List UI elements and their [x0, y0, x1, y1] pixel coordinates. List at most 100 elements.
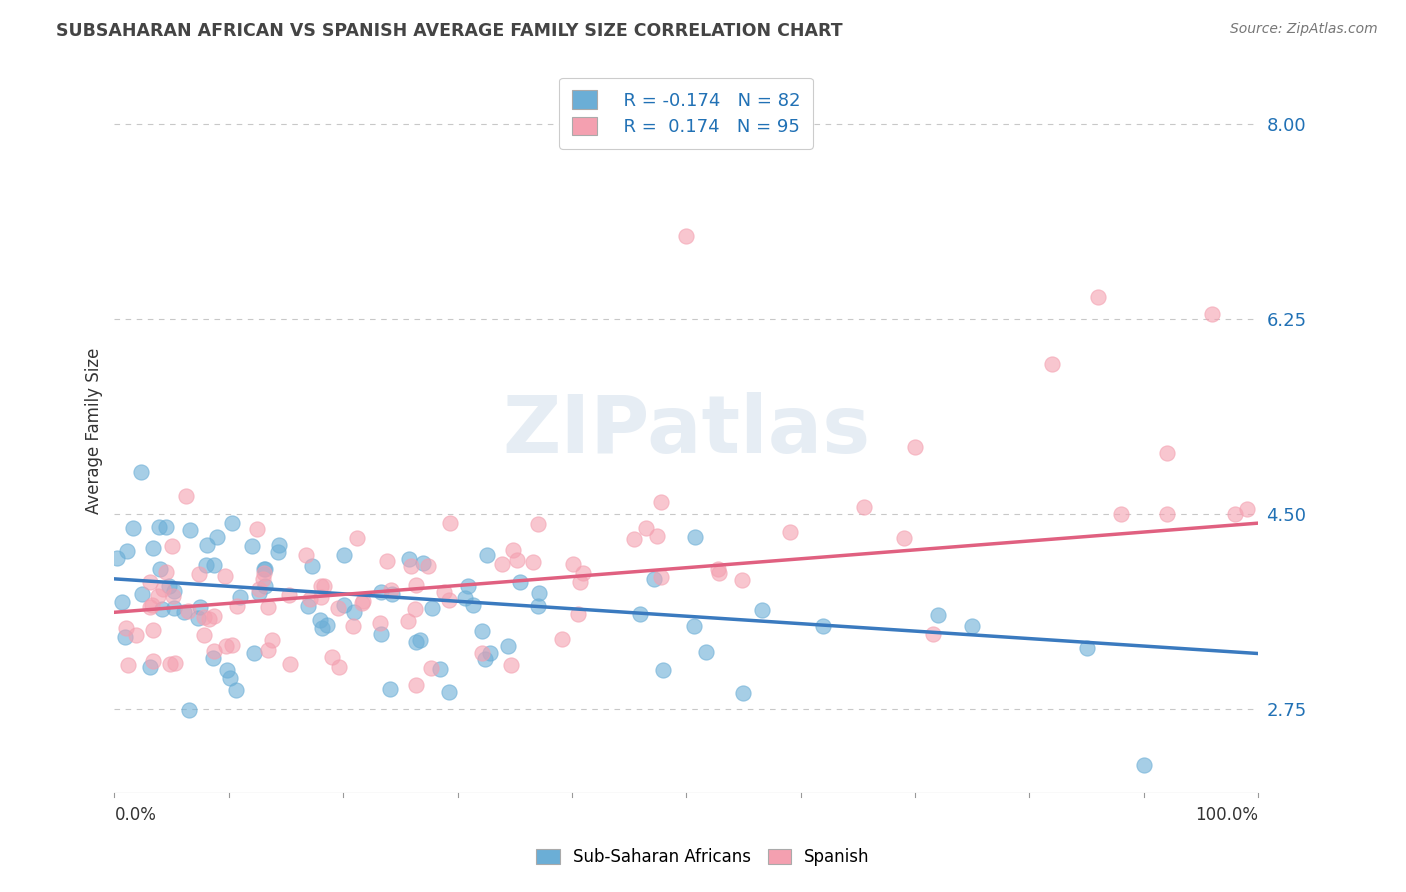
Point	[904, 441, 927, 455]
Point	[628, 607, 651, 621]
Point	[927, 607, 949, 622]
Point	[298, 591, 321, 606]
Point	[1132, 758, 1154, 772]
Text: SUBSAHARAN AFRICAN VS SPANISH AVERAGE FAMILY SIZE CORRELATION CHART: SUBSAHARAN AFRICAN VS SPANISH AVERAGE FA…	[56, 22, 842, 40]
Point	[1156, 507, 1178, 521]
Point	[201, 651, 224, 665]
Point	[328, 660, 350, 674]
Point	[253, 562, 276, 576]
Point	[522, 556, 544, 570]
Point	[150, 602, 173, 616]
Point	[159, 657, 181, 672]
Point	[529, 586, 551, 600]
Point	[706, 562, 728, 576]
Point	[378, 682, 401, 697]
Point	[111, 595, 134, 609]
Point	[381, 586, 404, 600]
Point	[731, 573, 754, 587]
Point	[257, 643, 280, 657]
Point	[429, 662, 451, 676]
Point	[219, 671, 242, 685]
Point	[202, 643, 225, 657]
Point	[683, 531, 706, 545]
Point	[506, 553, 529, 567]
Point	[131, 586, 153, 600]
Point	[179, 703, 201, 717]
Point	[352, 596, 374, 610]
Point	[852, 500, 875, 515]
Point	[645, 529, 668, 543]
Point	[194, 558, 217, 572]
Point	[148, 520, 170, 534]
Point	[420, 661, 443, 675]
Point	[509, 574, 531, 589]
Point	[139, 600, 162, 615]
Point	[152, 582, 174, 596]
Point	[502, 542, 524, 557]
Point	[105, 551, 128, 566]
Point	[683, 619, 706, 633]
Point	[404, 601, 426, 615]
Point	[309, 613, 332, 627]
Point	[1040, 357, 1063, 371]
Point	[316, 618, 339, 632]
Point	[155, 520, 177, 534]
Point	[457, 579, 479, 593]
Point	[309, 579, 332, 593]
Point	[309, 590, 332, 604]
Point	[499, 657, 522, 672]
Point	[526, 516, 548, 531]
Point	[277, 588, 299, 602]
Point	[225, 682, 247, 697]
Point	[471, 646, 494, 660]
Point	[228, 590, 250, 604]
Point	[195, 538, 218, 552]
Point	[269, 538, 291, 552]
Point	[342, 619, 364, 633]
Point	[311, 621, 333, 635]
Point	[453, 591, 475, 605]
Point	[221, 516, 243, 530]
Point	[1156, 446, 1178, 460]
Point	[463, 598, 485, 612]
Point	[332, 598, 354, 612]
Point	[733, 685, 755, 699]
Point	[675, 228, 697, 243]
Point	[252, 562, 274, 576]
Point	[893, 531, 915, 545]
Point	[1109, 507, 1132, 521]
Point	[188, 599, 211, 614]
Point	[751, 603, 773, 617]
Point	[202, 609, 225, 624]
Text: Source: ZipAtlas.com: Source: ZipAtlas.com	[1230, 22, 1378, 37]
Point	[139, 660, 162, 674]
Point	[643, 572, 665, 586]
Point	[370, 616, 392, 631]
Point	[121, 521, 143, 535]
Point	[650, 494, 672, 508]
Point	[562, 557, 585, 571]
Point	[202, 558, 225, 573]
Point	[568, 574, 591, 589]
Point	[165, 656, 187, 670]
Point	[437, 685, 460, 699]
Point	[420, 600, 443, 615]
Point	[343, 606, 366, 620]
Point	[634, 521, 657, 535]
Point	[328, 600, 350, 615]
Point	[115, 621, 138, 635]
Point	[709, 566, 731, 580]
Point	[479, 646, 502, 660]
Point	[214, 569, 236, 583]
Legend: Sub-Saharan Africans, Spanish: Sub-Saharan Africans, Spanish	[527, 840, 879, 875]
Point	[418, 559, 440, 574]
Point	[491, 557, 513, 571]
Point	[142, 654, 165, 668]
Point	[217, 663, 239, 677]
Point	[173, 605, 195, 619]
Point	[221, 638, 243, 652]
Point	[960, 618, 983, 632]
Point	[433, 585, 456, 599]
Point	[117, 658, 139, 673]
Point	[177, 604, 200, 618]
